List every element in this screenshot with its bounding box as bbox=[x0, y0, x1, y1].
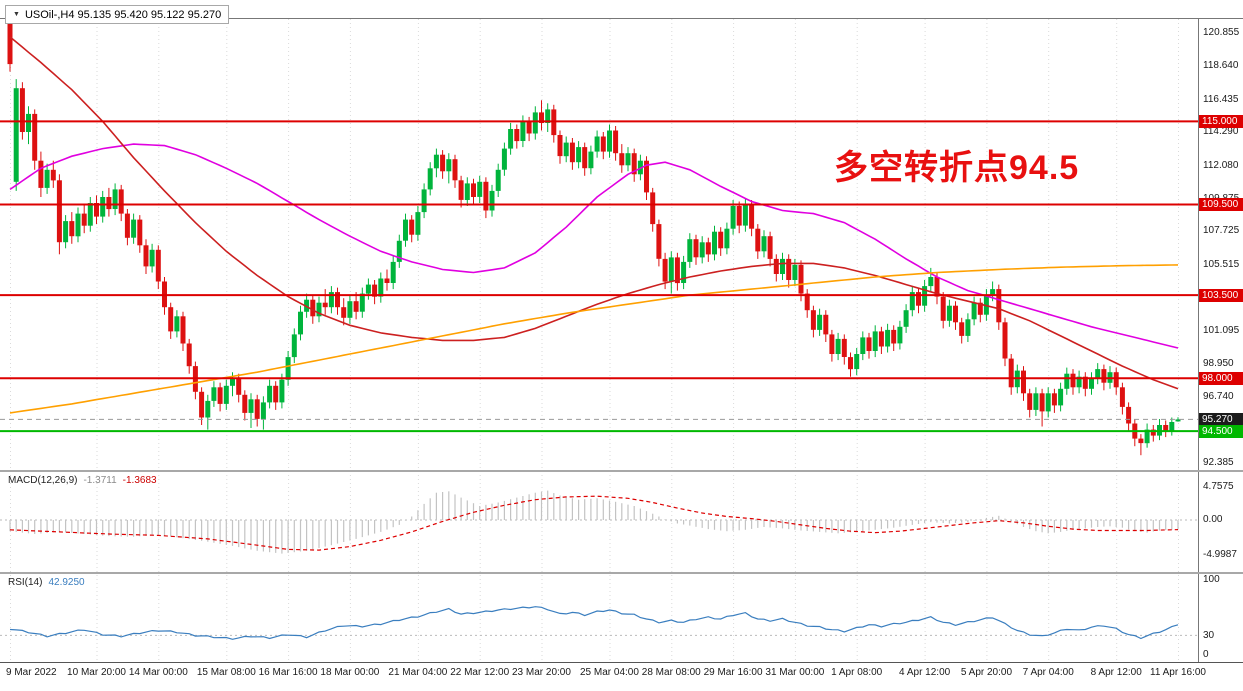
rsi-value: 42.9250 bbox=[48, 577, 85, 588]
macd-label: MACD(12,26,9) bbox=[8, 475, 78, 486]
time-axis-label: 18 Mar 00:00 bbox=[320, 667, 380, 678]
chart-title-box[interactable]: ▼ USOil-,H4 95.135 95.420 95.122 95.270 bbox=[5, 5, 230, 24]
macd-indicator-label: MACD(12,26,9) -1.3711 -1.3683 bbox=[8, 475, 157, 486]
price-tick-label: 116.435 bbox=[1203, 93, 1239, 105]
time-axis-label: 8 Apr 12:00 bbox=[1090, 667, 1142, 678]
time-axis-label: 28 Mar 08:00 bbox=[641, 667, 701, 678]
collapse-trade-panel-icon[interactable]: ▼ bbox=[13, 11, 20, 18]
time-axis[interactable]: 9 Mar 2022 10 Mar 20:00 14 Mar 00:00 15 Mar… bbox=[0, 663, 1243, 691]
time-axis-label: 9 Mar 2022 bbox=[6, 667, 57, 678]
macd-axis-label: 0.00 bbox=[1203, 514, 1223, 525]
rsi-axis-label: 0 bbox=[1203, 649, 1209, 660]
price-axis[interactable]: 120.855118.640116.435114.290112.080109.8… bbox=[1199, 0, 1243, 691]
price-level-box: 98.000 bbox=[1199, 371, 1243, 385]
price-level-box: 109.500 bbox=[1199, 198, 1243, 211]
time-axis-label: 4 Apr 12:00 bbox=[899, 667, 951, 678]
price-tick-label: 120.855 bbox=[1203, 27, 1240, 38]
price-tick-label: 114.290 bbox=[1203, 126, 1239, 138]
price-tick-label: 92.385 bbox=[1203, 457, 1234, 468]
time-axis-label: 21 Mar 04:00 bbox=[388, 667, 448, 678]
price-tick-label: 112.080 bbox=[1203, 159, 1239, 171]
price-level-box: 103.500 bbox=[1199, 288, 1243, 302]
price-tick-label: 105.515 bbox=[1203, 258, 1240, 270]
rsi-indicator-label: RSI(14) 42.9250 bbox=[8, 577, 85, 588]
price-tick-label: 98.950 bbox=[1203, 357, 1234, 369]
time-axis-label: 31 Mar 00:00 bbox=[765, 667, 825, 678]
time-axis-label: 22 Mar 12:00 bbox=[450, 667, 510, 678]
rsi-label: RSI(14) bbox=[8, 577, 43, 588]
macd-main-value: -1.3711 bbox=[83, 475, 117, 486]
time-axis-label: 10 Mar 20:00 bbox=[67, 667, 126, 678]
rsi-axis-label: 100 bbox=[1203, 574, 1220, 585]
chart-title: USOil-,H4 95.135 95.420 95.122 95.270 bbox=[24, 8, 222, 21]
price-tick-label: 101.095 bbox=[1203, 325, 1240, 337]
time-axis-label: 15 Mar 08:00 bbox=[196, 667, 256, 678]
time-axis-label: 1 Apr 08:00 bbox=[831, 667, 883, 678]
price-level-box: 115.000 bbox=[1199, 114, 1243, 128]
macd-signal-value: -1.3683 bbox=[122, 475, 157, 486]
macd-axis-label: -4.9987 bbox=[1203, 548, 1237, 560]
macd-axis-label: 4.7575 bbox=[1203, 480, 1234, 492]
rsi-axis-label: 30 bbox=[1203, 630, 1215, 642]
price-tick-label: 107.725 bbox=[1203, 225, 1240, 237]
price-tick-label: 96.740 bbox=[1203, 391, 1234, 403]
time-axis-label: 23 Mar 20:00 bbox=[512, 667, 571, 678]
time-axis-label: 29 Mar 16:00 bbox=[703, 667, 763, 678]
time-axis-label: 5 Apr 20:00 bbox=[960, 667, 1013, 678]
time-axis-label: 16 Mar 16:00 bbox=[258, 667, 318, 678]
time-axis-label: 11 Apr 16:00 bbox=[1150, 667, 1207, 678]
time-axis-label: 25 Mar 04:00 bbox=[579, 667, 639, 678]
price-level-box: 94.500 bbox=[1199, 424, 1243, 438]
price-level-box: 95.270 bbox=[1199, 412, 1243, 426]
time-axis-label: 7 Apr 04:00 bbox=[1022, 667, 1074, 678]
price-tick-label: 118.640 bbox=[1203, 60, 1239, 72]
time-axis-label: 14 Mar 00:00 bbox=[128, 667, 188, 678]
